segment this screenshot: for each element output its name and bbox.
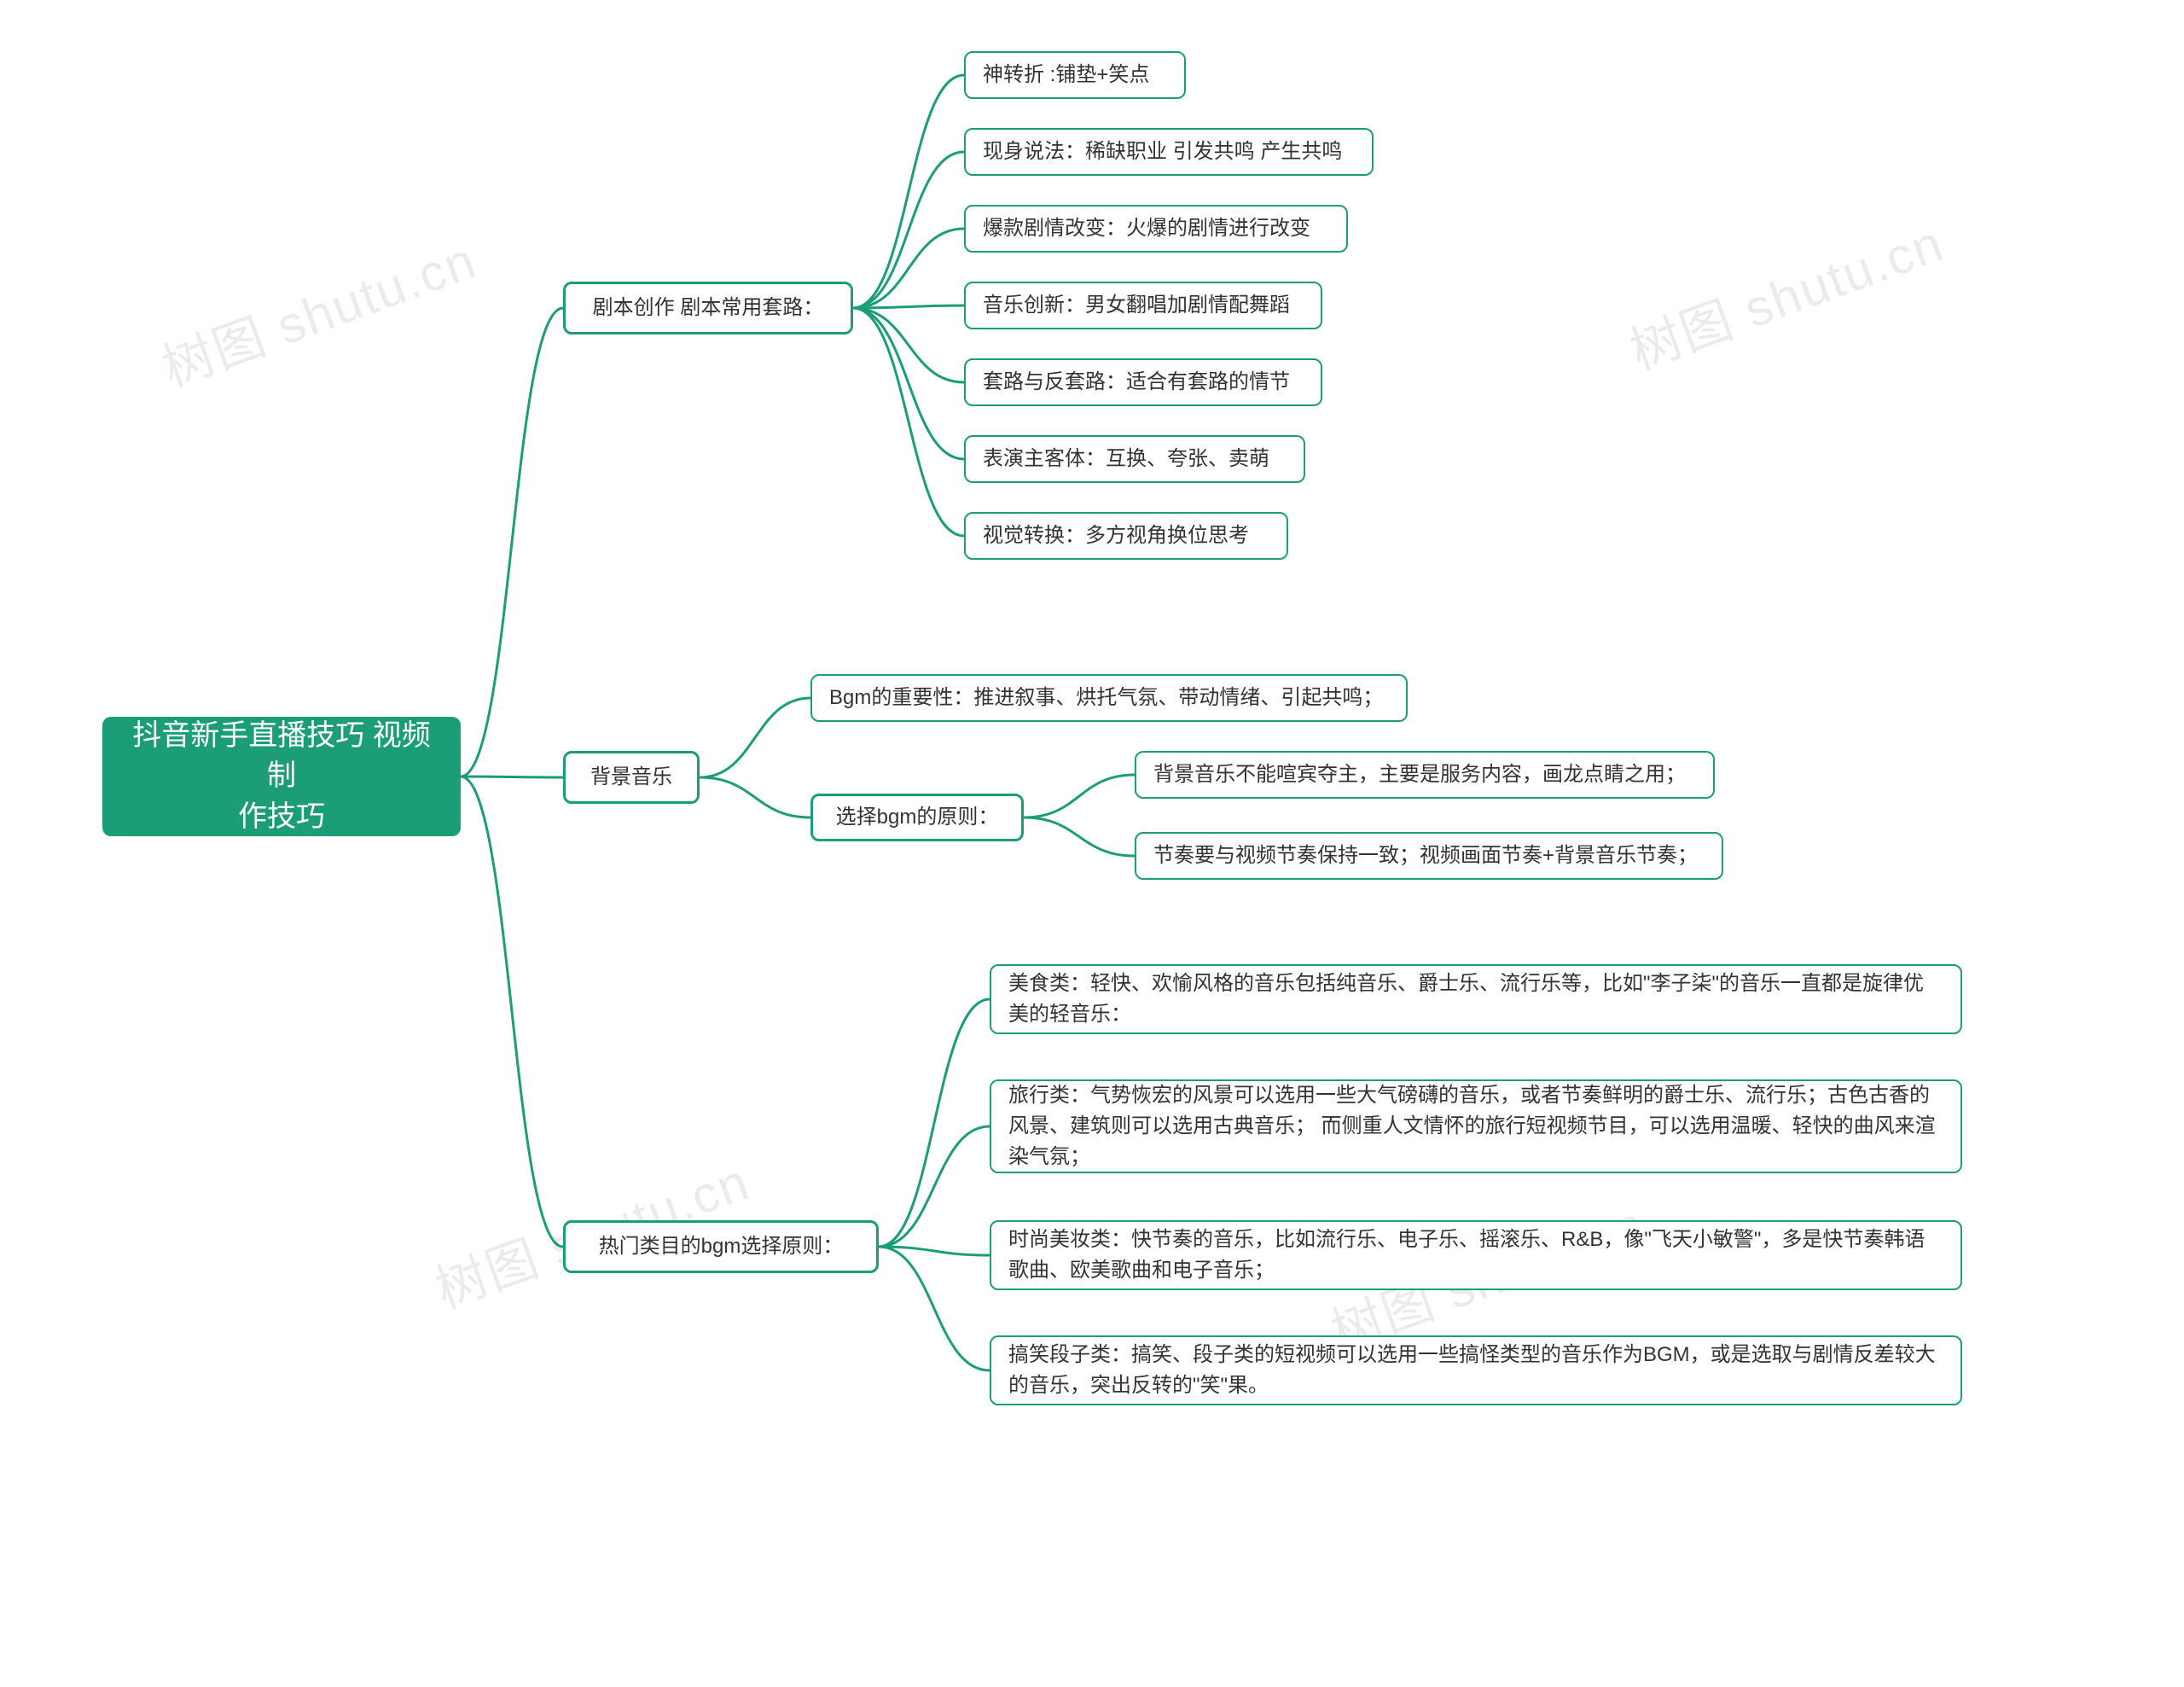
branch-bgm-principle[interactable]: 选择bgm的原则：	[810, 794, 1024, 841]
leaf-node[interactable]: 节奏要与视频节奏保持一致；视频画面节奏+背景音乐节奏；	[1135, 832, 1723, 880]
branch-bgmusic[interactable]: 背景音乐	[563, 751, 700, 804]
watermark: 树图 shutu.cn	[151, 219, 485, 402]
leaf-node[interactable]: 套路与反套路：适合有套路的情节	[964, 358, 1322, 406]
leaf-node[interactable]: 时尚美妆类：快节奏的音乐，比如流行乐、电子乐、摇滚乐、R&B，像"飞天小敏警"，…	[990, 1220, 1962, 1290]
leaf-node[interactable]: 视觉转换：多方视角换位思考	[964, 512, 1288, 560]
leaf-node[interactable]: Bgm的重要性：推进叙事、烘托气氛、带动情绪、引起共鸣；	[810, 674, 1408, 722]
branch-hotbgm[interactable]: 热门类目的bgm选择原则：	[563, 1220, 879, 1273]
watermark: 树图 shutu.cn	[1618, 202, 1953, 385]
branch-script[interactable]: 剧本创作 剧本常用套路：	[563, 282, 853, 334]
leaf-node[interactable]: 现身说法：稀缺职业 引发共鸣 产生共鸣	[964, 128, 1374, 176]
leaf-node[interactable]: 神转折 :铺垫+笑点	[964, 51, 1186, 99]
leaf-node[interactable]: 爆款剧情改变：火爆的剧情进行改变	[964, 205, 1348, 253]
leaf-node[interactable]: 美食类：轻快、欢愉风格的音乐包括纯音乐、爵士乐、流行乐等，比如"李子柒"的音乐一…	[990, 964, 1962, 1034]
leaf-node[interactable]: 搞笑段子类：搞笑、段子类的短视频可以选用一些搞怪类型的音乐作为BGM，或是选取与…	[990, 1335, 1962, 1405]
connector-layer	[0, 0, 2184, 1687]
leaf-node[interactable]: 旅行类：气势恢宏的风景可以选用一些大气磅礴的音乐，或者节奏鲜明的爵士乐、流行乐；…	[990, 1079, 1962, 1173]
leaf-node[interactable]: 音乐创新：男女翻唱加剧情配舞蹈	[964, 282, 1322, 329]
root-node[interactable]: 抖音新手直播技巧 视频制作技巧	[102, 717, 461, 836]
leaf-node[interactable]: 表演主客体：互换、夸张、卖萌	[964, 435, 1305, 483]
leaf-node[interactable]: 背景音乐不能喧宾夺主，主要是服务内容，画龙点睛之用；	[1135, 751, 1715, 799]
